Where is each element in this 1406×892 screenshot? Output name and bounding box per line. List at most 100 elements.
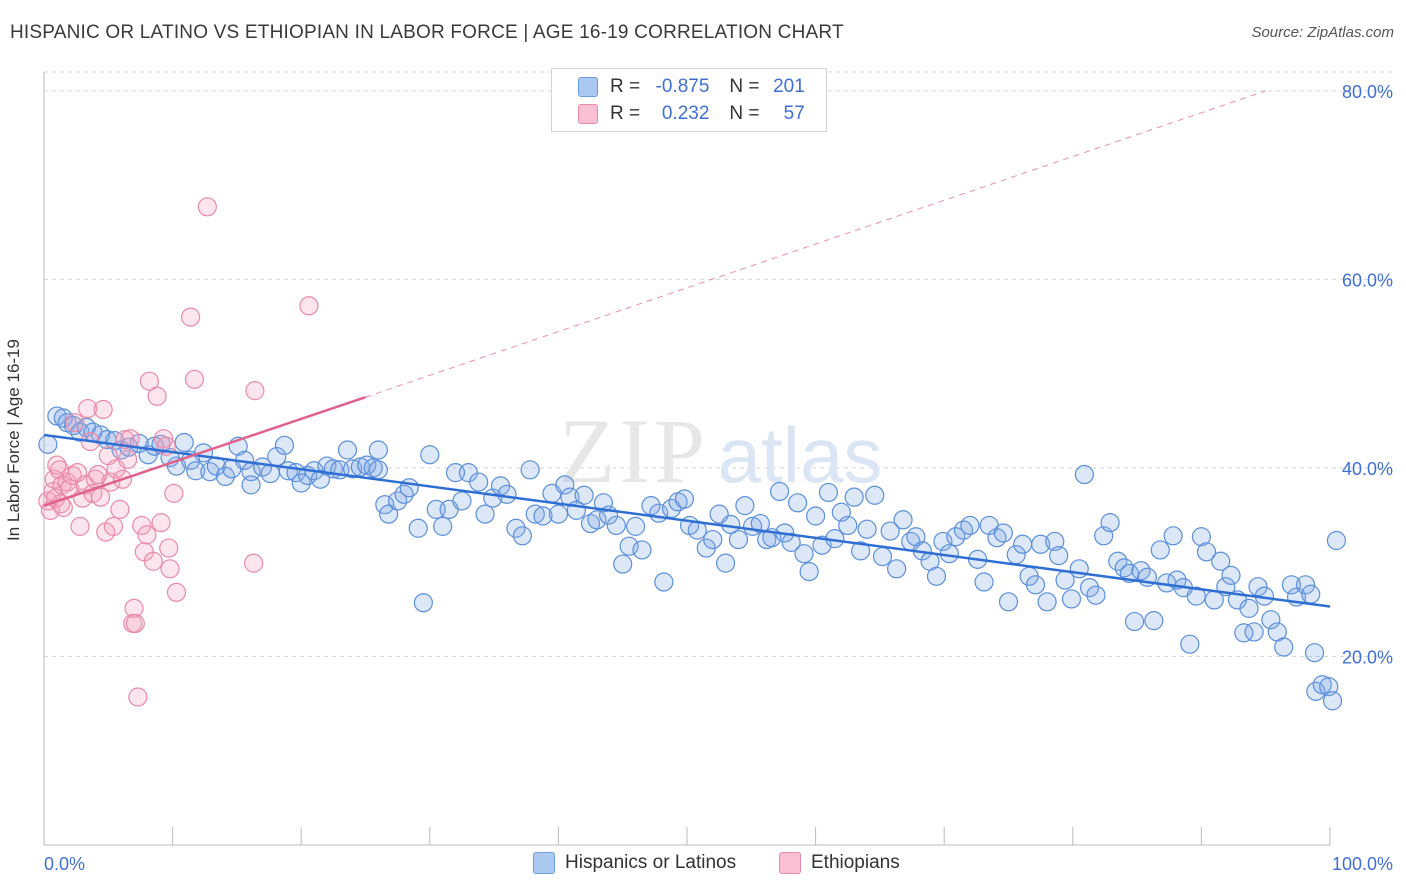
data-point-hispanic xyxy=(408,518,428,538)
data-point-hispanic xyxy=(506,518,526,538)
data-point-ethiopian xyxy=(137,525,157,545)
legend-item-ethiopian[interactable]: Ethiopians xyxy=(779,852,900,874)
data-point-hispanic xyxy=(420,445,440,465)
data-point-ethiopian xyxy=(139,371,160,391)
data-points xyxy=(38,197,1347,711)
y-tick-label: 20.0% xyxy=(1342,647,1393,667)
data-point-hispanic xyxy=(525,504,545,524)
data-point-hispanic xyxy=(1281,575,1302,595)
data-point-hispanic xyxy=(1045,531,1065,552)
data-point-hispanic xyxy=(368,460,388,480)
data-point-hispanic xyxy=(533,506,553,526)
legend-n-value: 57 xyxy=(783,103,805,124)
data-point-hispanic xyxy=(1079,578,1100,598)
data-point-ethiopian xyxy=(78,398,98,419)
data-point-hispanic xyxy=(399,478,419,498)
data-point-ethiopian xyxy=(93,399,113,420)
data-point-hispanic xyxy=(735,496,755,516)
data-point-hispanic xyxy=(805,506,826,526)
data-point-hispanic xyxy=(413,593,433,613)
data-point-hispanic xyxy=(1274,637,1294,657)
y-tick-label: 80.0% xyxy=(1342,82,1393,102)
data-point-ethiopian xyxy=(197,197,217,217)
data-point-hispanic xyxy=(512,526,532,546)
data-point-hispanic xyxy=(1100,513,1120,533)
data-point-ethiopian xyxy=(117,449,138,470)
data-point-hispanic xyxy=(880,521,900,541)
trend-line-hispanic xyxy=(43,433,1331,608)
watermark-zip: ZIP xyxy=(559,400,709,502)
data-point-ethiopian xyxy=(143,551,163,571)
tick-labels: 20.0% 40.0% 60.0% 80.0% 0.0% 100.0% xyxy=(44,82,1393,874)
trend-lines xyxy=(43,90,1331,608)
data-point-hispanic xyxy=(641,496,661,516)
data-point-hispanic xyxy=(851,541,871,561)
data-point-hispanic xyxy=(818,482,839,503)
data-point-ethiopian xyxy=(110,499,130,520)
legend-swatch-hispanic xyxy=(578,77,598,97)
data-point-hispanic xyxy=(1049,545,1069,566)
data-point-hispanic xyxy=(497,484,517,504)
axes xyxy=(43,72,1331,846)
data-point-hispanic xyxy=(613,554,633,574)
data-point-hispanic xyxy=(1234,623,1254,643)
data-point-hispanic xyxy=(1037,592,1057,612)
data-point-hispanic xyxy=(674,489,695,509)
data-point-hispanic xyxy=(174,432,194,453)
legend-label-hispanic: Hispanics or Latinos xyxy=(565,852,737,873)
data-point-hispanic xyxy=(1163,526,1183,546)
data-point-hispanic xyxy=(799,562,819,582)
data-point-hispanic xyxy=(606,515,626,536)
data-point-ethiopian xyxy=(160,559,180,579)
data-point-hispanic xyxy=(872,546,893,567)
data-point-hispanic xyxy=(394,484,414,504)
data-point-hispanic xyxy=(452,491,472,511)
data-point-hispanic xyxy=(654,572,674,592)
data-point-hispanic xyxy=(887,559,907,579)
data-point-hispanic xyxy=(1086,585,1106,605)
data-point-hispanic xyxy=(906,527,926,547)
data-point-hispanic xyxy=(1326,530,1347,551)
data-point-ethiopian xyxy=(166,582,187,602)
data-point-hispanic xyxy=(1196,542,1217,562)
data-point-hispanic xyxy=(1211,551,1231,571)
data-point-hispanic xyxy=(715,553,736,573)
source-credit: Source: ZipAtlas.com xyxy=(1251,24,1394,41)
data-point-ethiopian xyxy=(120,429,140,449)
data-point-hispanic xyxy=(1221,565,1241,585)
legend-r-label: R = xyxy=(610,103,641,124)
data-point-hispanic xyxy=(1186,586,1206,606)
data-point-hispanic xyxy=(728,529,749,550)
legend-n-label: N = xyxy=(729,103,760,124)
data-point-hispanic xyxy=(260,463,280,484)
data-point-ethiopian xyxy=(132,515,152,536)
data-point-hispanic xyxy=(1013,534,1033,554)
legend-r-label: R = xyxy=(610,76,641,97)
legend-r-value: 0.232 xyxy=(661,103,710,124)
data-point-hispanic xyxy=(520,460,540,480)
data-point-hispanic xyxy=(857,519,877,539)
data-point-hispanic xyxy=(946,527,966,547)
data-point-hispanic xyxy=(1144,611,1164,631)
data-point-hispanic xyxy=(974,572,994,592)
data-point-hispanic xyxy=(274,435,295,455)
data-point-hispanic xyxy=(1074,464,1094,485)
data-point-hispanic xyxy=(1304,643,1325,663)
data-point-hispanic xyxy=(1301,584,1321,604)
y-axis-label: In Labor Force | Age 16-19 xyxy=(4,339,23,541)
data-point-ethiopian xyxy=(159,538,179,558)
y-tick-label: 60.0% xyxy=(1342,270,1393,290)
data-point-ethiopian xyxy=(67,463,88,483)
data-point-ethiopian xyxy=(124,598,144,618)
legend-row-hispanic: R = -0.875 N = 201 xyxy=(578,74,805,100)
data-point-ethiopian xyxy=(245,381,265,401)
data-point-hispanic xyxy=(926,566,947,586)
watermark: ZIP atlas xyxy=(559,400,882,502)
trend-line-ethiopian xyxy=(43,396,366,507)
data-point-hispanic xyxy=(548,504,569,524)
data-point-ethiopian xyxy=(103,516,124,536)
data-point-hispanic xyxy=(186,461,206,481)
series-legend: Hispanics or Latinos Ethiopians xyxy=(0,852,1406,878)
legend-item-hispanic[interactable]: Hispanics or Latinos xyxy=(533,852,736,874)
